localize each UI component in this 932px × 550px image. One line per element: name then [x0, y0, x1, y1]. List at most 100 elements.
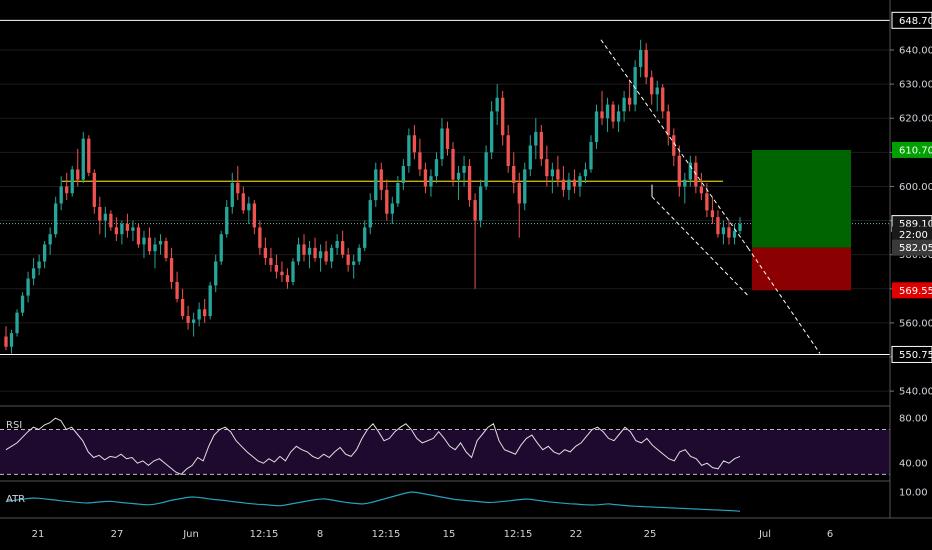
candle [650, 70, 654, 105]
candle-body [114, 227, 119, 235]
candle [291, 258, 295, 286]
support-level-badge: 550.75 [891, 345, 932, 363]
rsi-tick-label: 80.00 [899, 414, 928, 425]
candle-body [484, 152, 488, 187]
time-tick-label: 21 [32, 529, 45, 540]
candle [324, 241, 328, 265]
candle-body [103, 213, 107, 221]
candle [451, 142, 455, 187]
candle [329, 244, 334, 269]
badge-label: 582.05 [899, 243, 932, 254]
candle-body [639, 50, 643, 68]
candle-body [412, 135, 417, 153]
main-price-pane[interactable] [0, 19, 890, 392]
candle [396, 176, 400, 207]
candle [727, 220, 731, 245]
candle [611, 101, 615, 129]
candle-body [677, 155, 681, 187]
time-axis[interactable]: 21 27 Jun 12:15 8 12:15 15 12:15 22 25 Jul 6 [32, 529, 834, 540]
candle [208, 281, 212, 320]
candle-body [153, 244, 157, 252]
candle [368, 193, 372, 235]
candle-body [236, 183, 240, 194]
candle [4, 326, 8, 351]
horizontal-levels[interactable] [0, 19, 890, 355]
countdown-badge: 22:00 [892, 226, 932, 243]
candle [501, 90, 505, 146]
candle [677, 145, 681, 197]
channel-extension-line[interactable] [747, 247, 821, 354]
candle [423, 162, 428, 194]
candle [225, 200, 229, 238]
candle [335, 234, 339, 255]
candle [456, 165, 461, 201]
candle [478, 179, 483, 228]
candle [688, 155, 692, 187]
badge-label: 569.55 [899, 286, 932, 297]
candle-body [59, 186, 63, 204]
channel-lower-line[interactable] [651, 196, 749, 296]
candle-body [732, 230, 737, 238]
candle-body [324, 251, 328, 262]
time-tick-label: Jun [182, 529, 199, 540]
atr-pane[interactable]: ATR [5, 491, 741, 512]
candle [197, 302, 201, 327]
candle [539, 125, 543, 166]
candle [517, 172, 521, 238]
candle-body [357, 247, 361, 262]
candle-body [445, 128, 450, 149]
candle [142, 230, 146, 259]
candle-body [340, 241, 345, 255]
candle [467, 159, 472, 207]
candle [412, 125, 417, 160]
rsi-pane[interactable]: RSI [0, 417, 890, 475]
badge-background [892, 226, 932, 243]
channel-upper-line[interactable] [600, 39, 749, 249]
candle-body [329, 247, 334, 262]
candle-body [683, 179, 687, 187]
candle-body [727, 227, 731, 238]
candle [401, 159, 406, 190]
candle [605, 97, 610, 132]
candle-body [528, 145, 532, 170]
candle-body [583, 169, 588, 177]
candle-body [70, 169, 74, 194]
candle [556, 155, 560, 187]
candle [175, 271, 179, 303]
candle-body [616, 111, 621, 122]
candle [164, 237, 168, 262]
candle-body [48, 234, 52, 245]
candle-body [363, 227, 367, 248]
candle-body [20, 295, 25, 313]
price-axis[interactable]: 640.00630.00620.00610.00600.00590.00580.… [889, 0, 932, 518]
long-position-tool[interactable] [752, 149, 851, 291]
profit-zone[interactable] [752, 149, 851, 248]
trend-channel[interactable] [600, 39, 821, 354]
candle-body [131, 227, 135, 231]
candle [352, 254, 356, 279]
candle [92, 169, 96, 214]
candle-body [716, 217, 720, 235]
candle-body [666, 111, 670, 136]
candle [738, 217, 742, 235]
candle [26, 271, 30, 303]
candle [340, 230, 345, 259]
time-tick-label: 12:15 [372, 529, 401, 540]
candle-body [594, 111, 599, 143]
candle-body [302, 244, 306, 255]
candle-body [456, 172, 461, 180]
candle [109, 210, 113, 231]
time-tick-label: 27 [111, 529, 124, 540]
candle-body [374, 169, 378, 201]
price-tick-label: 630.00 [899, 80, 932, 91]
candle [462, 155, 466, 187]
candle [318, 244, 323, 272]
candle-body [76, 169, 80, 180]
candle-body [225, 206, 229, 235]
candle [429, 169, 433, 197]
candle-body [478, 186, 483, 221]
badge-label: 610.70 [899, 145, 932, 156]
loss-zone[interactable] [752, 247, 851, 291]
atr-tick-label: 10.00 [899, 488, 928, 499]
